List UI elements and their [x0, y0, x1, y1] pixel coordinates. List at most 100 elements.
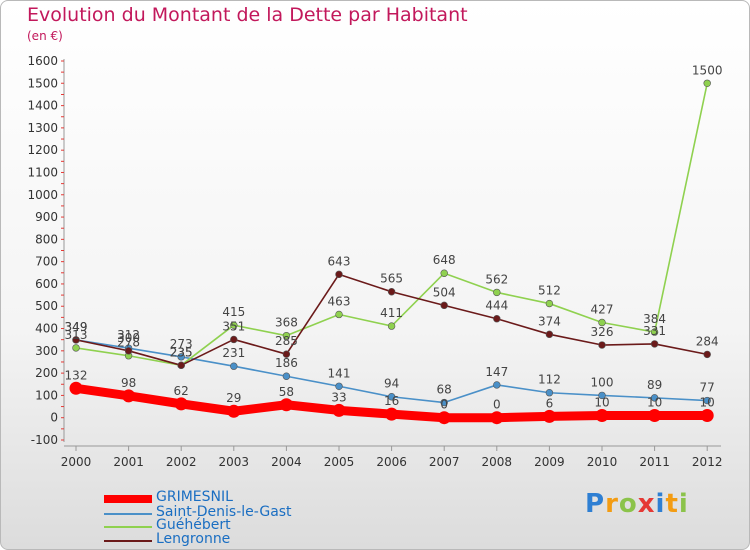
y-tick-label: 1300: [27, 121, 58, 135]
data-point: [440, 301, 448, 310]
data-label: 10: [647, 395, 662, 409]
x-tick-label: 2011: [639, 455, 670, 469]
x-tick-label: 2000: [61, 455, 92, 469]
data-label: 0: [493, 398, 501, 412]
data-label: 33: [331, 390, 346, 404]
data-point: [545, 299, 554, 308]
data-label: 112: [538, 373, 561, 387]
data-point: [650, 394, 659, 402]
data-point: [282, 372, 291, 380]
data-label: 300: [117, 331, 140, 345]
data-label: 643: [328, 254, 351, 268]
y-tick-label: 500: [35, 299, 58, 313]
data-label: 0: [440, 398, 448, 412]
data-point: [122, 389, 136, 403]
y-tick-label: 0: [50, 411, 58, 425]
data-label: 98: [121, 376, 136, 390]
data-label: 565: [380, 272, 403, 286]
data-label: 6: [546, 396, 554, 410]
data-point: [598, 318, 606, 327]
legend-label: Lengronne: [156, 531, 231, 547]
y-tick-label: 200: [35, 366, 58, 380]
x-tick-label: 2009: [534, 455, 565, 469]
data-point: [490, 411, 504, 425]
data-point: [230, 321, 238, 329]
data-point: [703, 396, 711, 405]
x-tick-label: 2002: [166, 455, 197, 469]
data-label: 273: [170, 337, 193, 351]
data-label: 186: [275, 356, 298, 370]
proxiti-logo: Proxiti: [585, 489, 689, 519]
data-point: [595, 408, 609, 422]
data-label: 313: [65, 328, 88, 342]
y-tick-label: 600: [35, 277, 58, 291]
data-label: 415: [222, 305, 245, 319]
data-label: 351: [222, 319, 245, 333]
data-label: 58: [279, 385, 294, 399]
y-tick-label: 1600: [27, 54, 58, 68]
data-point: [72, 344, 80, 352]
data-point: [282, 331, 291, 340]
y-tick-label: 1200: [27, 143, 58, 157]
x-tick-label: 2004: [271, 455, 302, 469]
x-tick-label: 2012: [692, 455, 723, 469]
data-point: [703, 350, 711, 359]
data-point: [335, 270, 343, 279]
data-point: [700, 408, 714, 422]
data-label: 62: [174, 384, 189, 398]
legend-swatch: [104, 495, 152, 503]
y-tick-label: 1400: [27, 99, 58, 113]
data-label: 444: [485, 299, 508, 313]
x-tick-label: 2006: [376, 455, 407, 469]
legend-swatch: [104, 526, 152, 528]
x-tick-label: 2010: [587, 455, 618, 469]
chart-unit-label: (en €): [27, 29, 63, 43]
data-point: [493, 381, 501, 389]
data-label: 231: [222, 346, 245, 360]
data-point: [124, 347, 133, 355]
data-point: [648, 408, 662, 422]
data-label: 100: [591, 375, 614, 389]
data-label: 384: [643, 312, 666, 326]
data-point: [440, 398, 448, 407]
data-label: 648: [433, 253, 456, 267]
data-label: 562: [485, 272, 508, 286]
data-point: [230, 362, 238, 370]
legend-label: Guéhébert: [156, 517, 231, 533]
data-point: [440, 269, 448, 277]
legend-label: Saint-Denis-le-Gast: [156, 504, 292, 520]
data-point: [545, 330, 554, 339]
data-label: 312: [117, 328, 140, 342]
data-point: [598, 391, 606, 400]
data-point: [335, 382, 343, 390]
data-label: 147: [485, 365, 508, 379]
x-tick-label: 2007: [429, 455, 460, 469]
data-point: [703, 79, 711, 87]
data-label: 284: [696, 334, 719, 348]
data-point: [177, 361, 185, 370]
data-label: 77: [700, 381, 715, 395]
legend-swatch: [104, 540, 152, 542]
data-label: 326: [591, 325, 614, 339]
data-label: 278: [117, 336, 140, 350]
data-label: 374: [538, 314, 561, 328]
legend-label: GRIMESNIL: [156, 489, 233, 505]
x-tick-label: 2003: [219, 455, 250, 469]
data-label: 29: [226, 391, 241, 405]
data-point: [493, 315, 501, 323]
y-tick-label: 900: [35, 210, 58, 224]
data-label: 331: [643, 324, 666, 338]
data-point: [385, 407, 399, 421]
data-label: 141: [328, 366, 351, 380]
data-point: [650, 340, 659, 348]
x-tick-label: 2005: [324, 455, 355, 469]
data-label: 504: [433, 285, 456, 299]
y-tick-label: 300: [35, 344, 58, 358]
data-label: 16: [384, 394, 399, 408]
data-label: 411: [380, 306, 403, 320]
data-label: 10: [700, 395, 715, 409]
data-label: 235: [170, 345, 193, 359]
x-tick-label: 2008: [482, 455, 513, 469]
